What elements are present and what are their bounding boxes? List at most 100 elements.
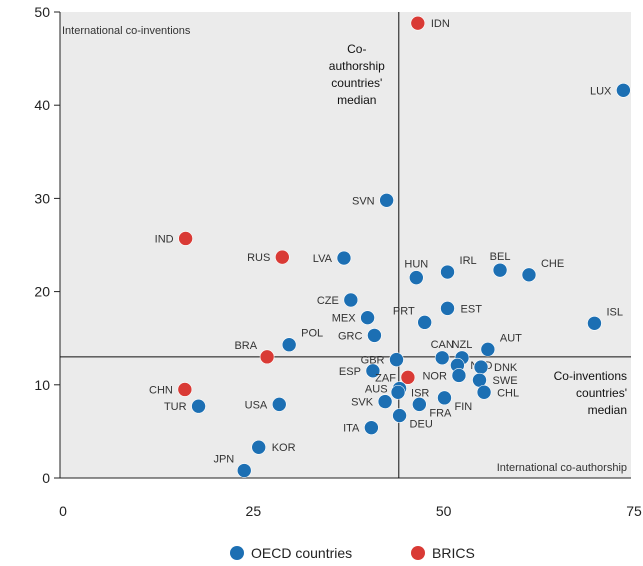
point-marker	[377, 394, 393, 409]
point-label: ISR	[411, 387, 429, 399]
point-label: CZE	[317, 295, 339, 307]
point-irl: IRL	[440, 255, 477, 280]
legend-item: OECD countries	[230, 545, 352, 561]
point-marker	[336, 250, 352, 266]
point-label: GBR	[361, 355, 385, 367]
point-marker	[191, 398, 206, 414]
point-label: USA	[245, 399, 268, 411]
point-bra: BRA	[234, 340, 275, 365]
point-isl: ISL	[587, 306, 623, 331]
point-esp: ESP	[339, 363, 381, 379]
y-tick-label: 0	[42, 470, 50, 486]
x-tick-label: 75	[626, 503, 642, 519]
point-label: IDN	[431, 18, 450, 30]
point-marker	[440, 264, 455, 280]
point-label: POL	[301, 328, 323, 340]
point-label: KOR	[272, 442, 296, 454]
point-marker	[473, 359, 489, 375]
point-label: SWE	[492, 375, 517, 387]
point-label: CHN	[149, 384, 173, 396]
legend-item: BRICS	[411, 545, 475, 561]
y-tick-label: 50	[34, 4, 50, 20]
point-marker	[480, 342, 496, 357]
point-lux: LUX	[590, 82, 631, 98]
point-label: LUX	[590, 85, 612, 97]
legend-marker	[411, 546, 425, 560]
point-chn: CHN	[149, 382, 193, 397]
point-marker	[476, 384, 492, 400]
point-marker	[451, 368, 467, 383]
point-marker	[360, 310, 375, 325]
point-grc: GRC	[338, 328, 382, 343]
point-marker	[236, 463, 252, 478]
point-dnk: DNK	[473, 359, 518, 375]
point-isr: ISR	[390, 384, 429, 400]
point-label: DEU	[410, 419, 433, 431]
point-label: BRA	[234, 340, 257, 352]
point-deu: DEU	[392, 408, 433, 431]
point-marker	[492, 262, 508, 278]
legend-marker	[230, 546, 244, 560]
median-label-vertical-line: authorship	[329, 59, 385, 73]
point-marker	[440, 301, 455, 316]
point-marker	[412, 397, 427, 412]
point-label: SVN	[352, 195, 375, 207]
point-label: ESP	[339, 366, 361, 378]
point-cze: CZE	[317, 292, 359, 308]
point-can: CAN	[431, 339, 454, 366]
point-est: EST	[440, 301, 482, 316]
point-label: IRL	[460, 255, 477, 267]
point-che: CHE	[521, 258, 564, 283]
point-label: FIN	[454, 401, 472, 413]
point-label: CHL	[497, 387, 519, 399]
median-label-horizontal-line: countries'	[576, 386, 627, 400]
corner-label-top-left: International co-inventions	[62, 25, 191, 37]
point-label: SVK	[351, 397, 374, 409]
point-label: AUT	[500, 332, 522, 344]
point-label: ISL	[606, 306, 623, 318]
point-usa: USA	[245, 397, 287, 412]
point-mex: MEX	[332, 310, 375, 325]
median-lines: Co-authorship countries' median Co-inventio…	[60, 12, 631, 478]
point-gbr: GBR	[361, 352, 404, 367]
point-tur: TUR	[164, 398, 206, 414]
x-tick-label: 50	[436, 503, 452, 519]
data-points: IDN LUX SVN IND RUS LVA HUN IRL BEL CHE CZE MEX EST P…	[149, 15, 631, 478]
point-rus: RUS	[247, 249, 290, 265]
point-marker	[379, 192, 394, 208]
point-label: TUR	[164, 401, 187, 413]
y-tick-label: 40	[34, 97, 50, 113]
point-idn: IDN	[410, 15, 450, 31]
point-marker	[409, 270, 424, 285]
point-label: BEL	[490, 251, 511, 263]
point-fin: FIN	[437, 390, 472, 413]
point-marker	[390, 384, 406, 400]
legend: OECD countries BRICS	[230, 545, 475, 561]
legend-label: OECD countries	[251, 545, 352, 561]
point-label: NOR	[422, 370, 447, 382]
point-marker	[521, 267, 537, 283]
point-marker	[616, 82, 631, 98]
point-prt: PRT	[393, 305, 432, 330]
point-nor: NOR	[422, 368, 467, 383]
point-marker	[392, 408, 407, 423]
point-fra: FRA	[412, 397, 452, 419]
point-label: MEX	[332, 313, 357, 325]
point-label: ITA	[343, 423, 360, 435]
x-tick-label: 25	[246, 503, 262, 519]
point-label: ZAF	[375, 372, 396, 384]
median-label-vertical-line: Co-	[347, 42, 366, 56]
point-label: FRA	[429, 407, 452, 419]
point-label: GRC	[338, 330, 363, 342]
median-label-horizontal-line: median	[588, 403, 627, 417]
point-jpn: JPN	[213, 454, 252, 478]
point-marker	[343, 292, 359, 308]
point-ita: ITA	[343, 420, 379, 435]
point-label: PRT	[393, 305, 415, 317]
point-marker	[400, 370, 416, 385]
point-marker	[275, 249, 290, 265]
point-marker	[365, 363, 381, 379]
point-marker	[178, 231, 193, 246]
point-label: CAN	[431, 339, 454, 351]
point-label: NZL	[452, 339, 473, 351]
